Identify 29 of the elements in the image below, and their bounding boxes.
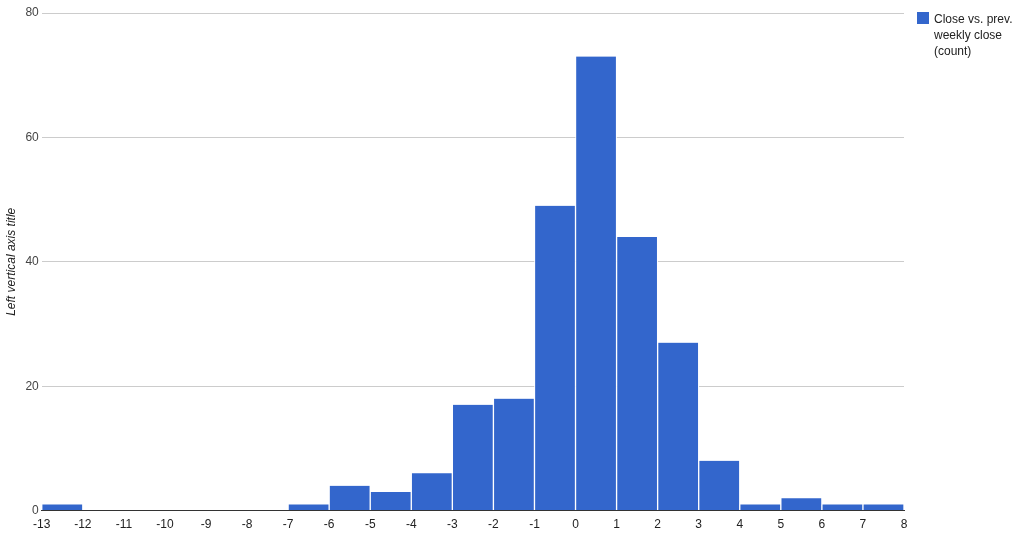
x-tick-label: -10 [156, 517, 174, 532]
x-tick-label: 4 [736, 517, 744, 532]
x-tick-label: -4 [405, 517, 417, 532]
x-tick-label: 8 [900, 517, 908, 532]
x-tick-label: -9 [200, 517, 212, 532]
legend-label: Close vs. prev. weekly close (count) [934, 11, 1014, 59]
x-tick-label: 5 [777, 517, 785, 532]
x-tick-label: 0 [572, 517, 580, 532]
y-tick-label: 40 [25, 254, 40, 269]
y-tick-label: 60 [25, 129, 40, 144]
x-tick-label: -11 [115, 517, 133, 532]
x-tick-label: -12 [74, 517, 92, 532]
x-tick-label: -5 [364, 517, 376, 532]
x-tick-label: -3 [447, 517, 458, 532]
y-tick-label: 80 [25, 5, 40, 20]
x-tick-label: 2 [654, 517, 662, 532]
x-tick-label: -13 [33, 517, 51, 532]
x-tick-label: 7 [859, 517, 867, 532]
x-tick-label: -6 [323, 517, 335, 532]
x-tick-label: -7 [282, 517, 294, 532]
x-tick-label: 1 [613, 517, 621, 532]
y-tick-label: 20 [25, 378, 40, 393]
x-tick-label: 3 [695, 517, 703, 532]
x-tick-label: 6 [818, 517, 826, 532]
x-tick-label: -2 [488, 517, 500, 532]
x-tick-label: -8 [241, 517, 253, 532]
y-tick-label: 0 [32, 502, 40, 517]
x-tick-label: -1 [529, 517, 541, 532]
y-axis-title: Left vertical axis title [3, 207, 18, 316]
